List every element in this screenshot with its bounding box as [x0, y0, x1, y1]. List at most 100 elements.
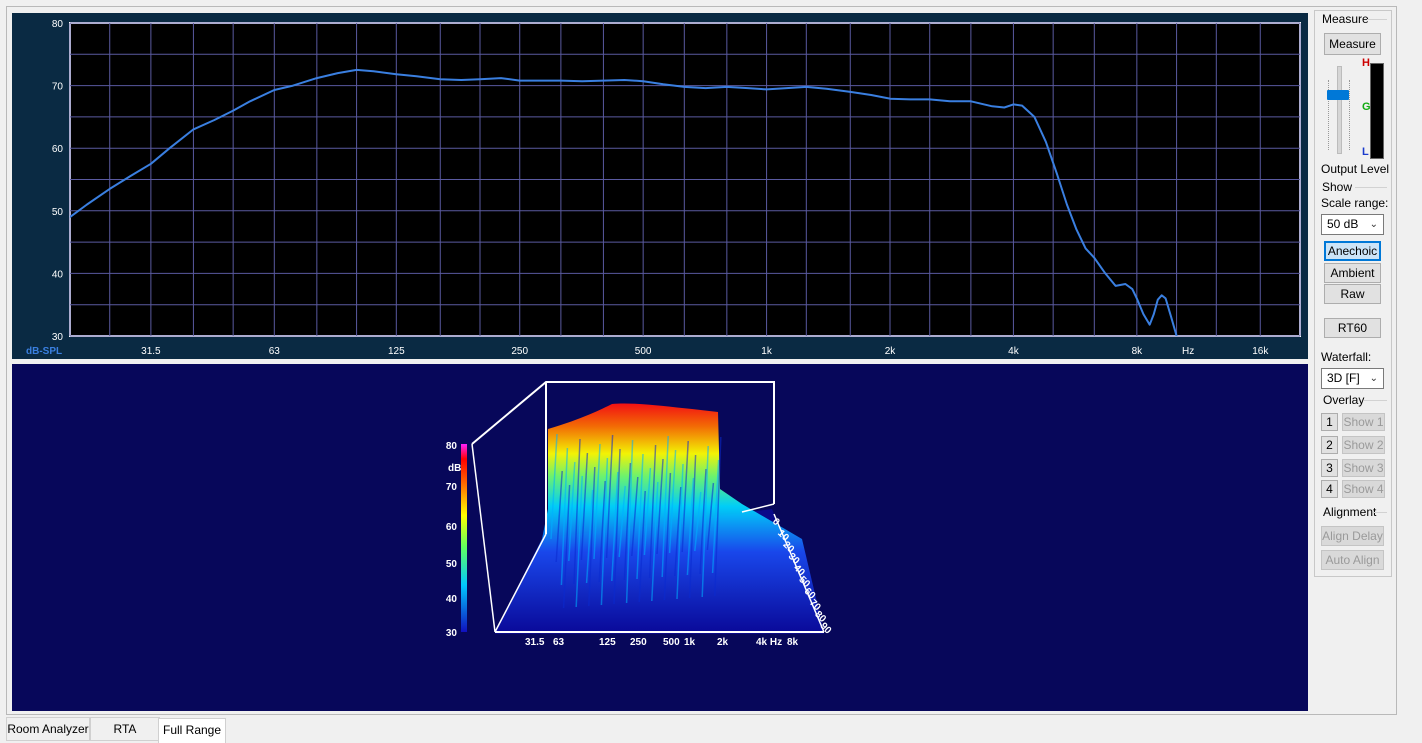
anechoic-button[interactable]: Anechoic: [1324, 241, 1381, 261]
overlay-4-button[interactable]: 4: [1321, 480, 1338, 498]
waterfall-streak: [631, 476, 639, 557]
waterfall-streak: [681, 440, 689, 553]
rt60-button[interactable]: RT60: [1324, 318, 1381, 338]
waterfall-streak: [638, 490, 646, 603]
show-2-button[interactable]: Show 2: [1342, 436, 1385, 454]
waterfall-streak: [600, 457, 609, 606]
show-4-button[interactable]: Show 4: [1342, 480, 1385, 498]
raw-button[interactable]: Raw: [1324, 284, 1381, 304]
y-tick-label: 40: [52, 269, 64, 280]
tab-room-analyzer[interactable]: Room Analyzer: [6, 717, 90, 741]
waterfall-streak: [706, 482, 715, 551]
show-1-button[interactable]: Show 1: [1342, 413, 1385, 431]
waterfall-streak: [714, 436, 722, 597]
waterfall-streak: [711, 459, 720, 574]
align-delay-button[interactable]: Align Delay: [1321, 526, 1384, 546]
slider-thumb[interactable]: [1327, 90, 1349, 100]
freq-tick-label: 8k: [787, 637, 799, 648]
waterfall-streak: [573, 438, 581, 585]
series-line: [69, 68, 1178, 337]
waterfall-streak: [686, 477, 695, 576]
freq-tick-label: 125: [599, 637, 616, 648]
waterfall-streak: [656, 458, 664, 555]
x-tick-label: 250: [511, 346, 528, 357]
chevron-down-icon: ⌄: [1369, 373, 1378, 384]
waterfall-streak: [651, 481, 659, 602]
x-tick-label: 125: [388, 346, 405, 357]
waterfall-streak: [605, 434, 614, 559]
z-tick-label: 50: [446, 559, 458, 570]
freq-tick-label: 31.5: [525, 637, 545, 648]
waterfall-streak: [694, 491, 702, 552]
waterfall-streak: [643, 467, 652, 556]
show-group-label: Show: [1322, 180, 1353, 194]
scale-range-value: 50 dB: [1327, 217, 1359, 231]
waterfall-streak: [550, 433, 558, 540]
y-tick-labels: 80 70 60 50 40 30: [52, 19, 64, 343]
ambient-button[interactable]: Ambient: [1324, 263, 1381, 283]
z-tick-label: 70: [446, 482, 458, 493]
y-tick-label: 70: [52, 82, 64, 93]
freq-tick-label: 4k Hz: [756, 637, 782, 648]
waterfall-box-back: [471, 381, 775, 504]
waterfall-streak: [598, 480, 606, 583]
z-unit-label: dB: [448, 463, 461, 474]
freq-tick-label: 250: [630, 637, 647, 648]
x-tick-labels: 31.5 63 125 250 500 1k 2k 4k 8k 16k: [141, 346, 1269, 357]
y-tick-label: 30: [52, 332, 64, 343]
show-3-button[interactable]: Show 3: [1342, 459, 1385, 477]
x-tick-label: 16k: [1252, 346, 1269, 357]
waterfall-streak: [618, 485, 626, 558]
output-level-slider[interactable]: [1324, 64, 1354, 156]
z-tick-label: 30: [446, 628, 458, 639]
waterfall-streak: [663, 472, 672, 601]
tab-rta[interactable]: RTA: [90, 717, 160, 741]
waterfall-streak: [588, 466, 596, 607]
color-scale-bar: [461, 444, 467, 632]
x-tick-label: 8k: [1132, 346, 1144, 357]
output-level-label: Output Level: [1321, 162, 1390, 176]
x-tick-label: 1k: [761, 346, 773, 357]
waterfall-streak: [560, 447, 569, 586]
waterfall-streak: [648, 444, 657, 579]
measure-group-label: Measure: [1322, 12, 1369, 26]
y-tick-label: 80: [52, 19, 64, 30]
x-tick-label: 63: [269, 346, 281, 357]
x-tick-label: 500: [635, 346, 652, 357]
meter-h-label: H: [1362, 57, 1370, 69]
overlay-3-button[interactable]: 3: [1321, 459, 1338, 477]
waterfall-streak: [593, 443, 601, 560]
overlay-1-button[interactable]: 1: [1321, 413, 1338, 431]
response-trace: [69, 68, 1178, 337]
output-level-meter: [1370, 63, 1384, 159]
x-tick-label: 2k: [885, 346, 897, 357]
z-tick-label: 80: [446, 441, 458, 452]
meter-g-label: G: [1362, 101, 1371, 113]
freq-tick-label: 63: [553, 637, 565, 648]
waterfall-streak: [699, 468, 707, 575]
waterfall-streak: [555, 470, 563, 563]
freq-tick-labels: 31.5 63 125 250 500 1k 2k 4k Hz 8k: [525, 637, 799, 648]
tab-full-range[interactable]: Full Range: [158, 718, 226, 743]
x-tick-label: 31.5: [141, 346, 161, 357]
waterfall-streak: [568, 461, 576, 562]
measure-button[interactable]: Measure: [1324, 33, 1381, 55]
waterfall-streak: [661, 435, 669, 578]
scale-range-select[interactable]: 50 dB ⌄: [1321, 214, 1384, 235]
waterfall-value: 3D [F]: [1327, 371, 1360, 385]
waterfall-streak: [613, 448, 621, 605]
z-tick-labels: 80 70 60 50 40 30: [446, 441, 458, 639]
waterfall-streak: [688, 454, 697, 599]
waterfall-streak: [562, 484, 571, 609]
frequency-response-panel: 80 70 60 50 40 30 31.5 63 125 250 500 1k 2k 4k 8k 16k …: [12, 13, 1308, 359]
waterfall-label: Waterfall:: [1321, 350, 1372, 364]
overlay-2-button[interactable]: 2: [1321, 436, 1338, 454]
waterfall-select[interactable]: 3D [F] ⌄: [1321, 368, 1384, 389]
waterfall-streak: [575, 475, 583, 608]
grid-lines: [69, 22, 1301, 337]
waterfall-3d-plot[interactable]: 80 70 60 50 40 30 dB 31.5 63 125 250 500 1k 2k 4k Hz…: [12, 364, 1308, 711]
waterfall-panel: 80 70 60 50 40 30 dB 31.5 63 125 250 500 1k 2k 4k Hz…: [12, 364, 1308, 711]
auto-align-button[interactable]: Auto Align: [1321, 550, 1384, 570]
waterfall-streak: [585, 489, 594, 584]
